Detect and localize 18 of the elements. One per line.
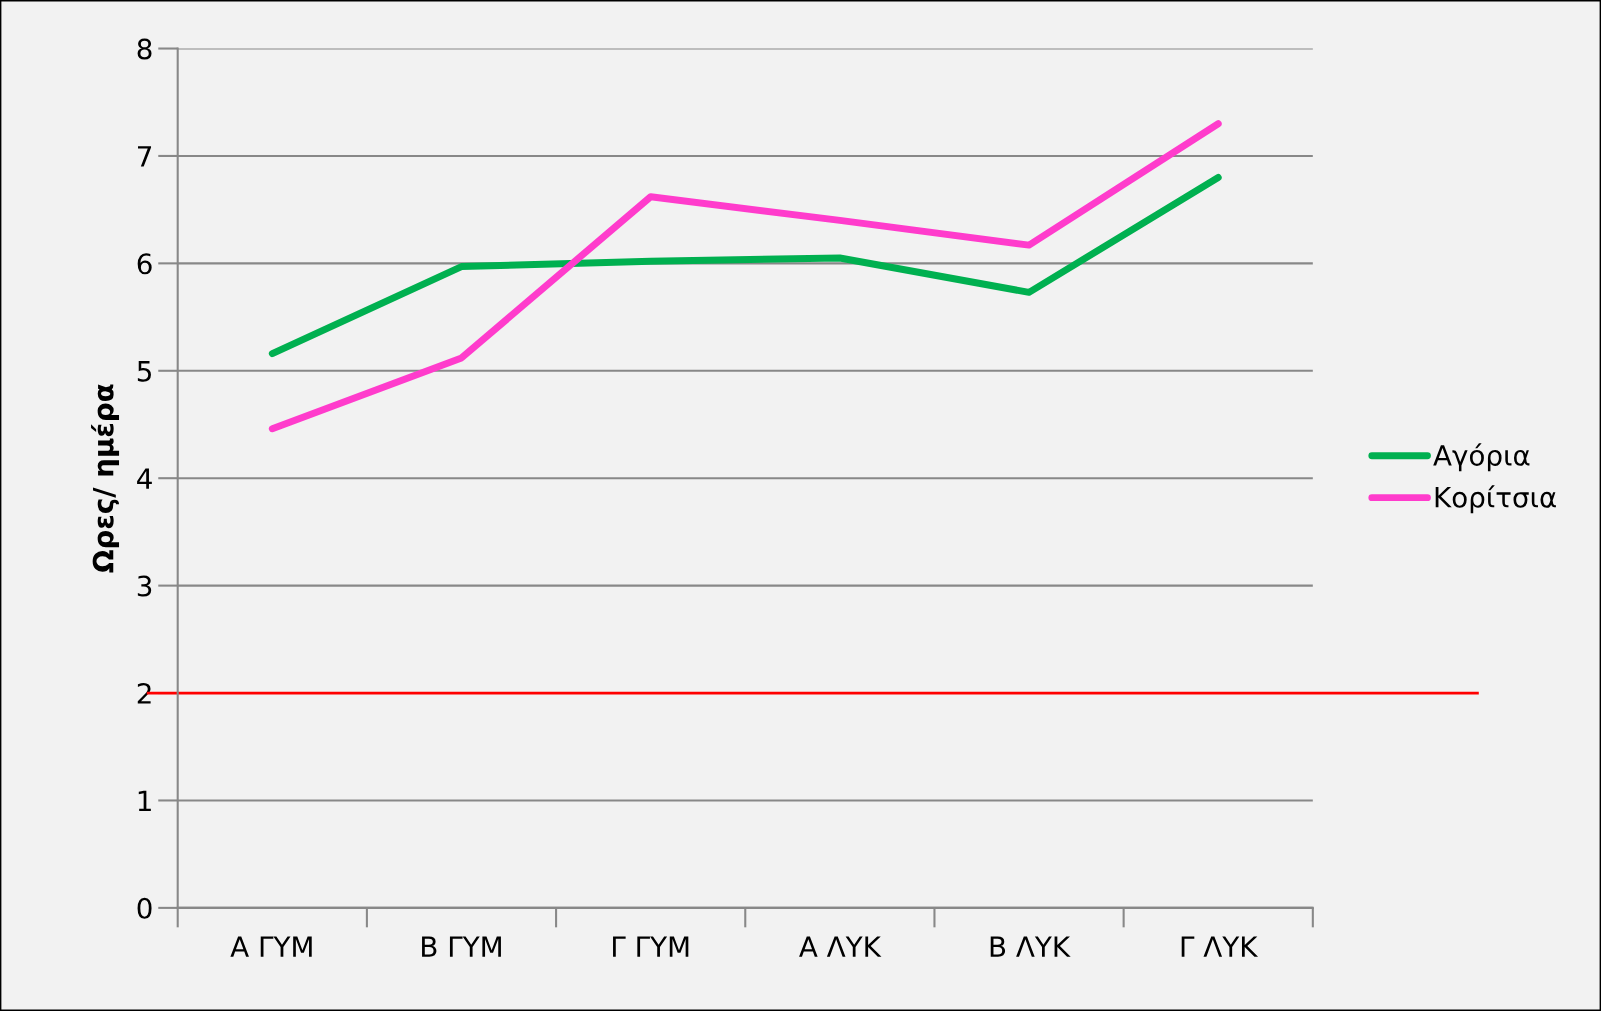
y-tick-label: 4 — [137, 468, 152, 489]
y-tick-label: 0 — [137, 897, 152, 919]
y-tick-label: 2 — [137, 682, 151, 704]
y-tick-label: 1 — [138, 790, 151, 812]
x-tick-label: Α ΓΥΜ — [230, 936, 312, 957]
y-tick-label: 7 — [138, 146, 152, 167]
x-tick-label: Γ ΛΥΚ — [1181, 936, 1259, 957]
y-tick-label: 3 — [137, 575, 152, 597]
x-tick-label: Γ ΓΥΜ — [613, 936, 689, 957]
y-tick-label: 5 — [137, 361, 151, 382]
y-tick-label: 6 — [137, 253, 152, 275]
y-tick-label: 8 — [137, 38, 152, 60]
legend-label: Κορίτσια — [1435, 485, 1556, 514]
x-tick-label: Α ΛΥΚ — [799, 936, 882, 957]
legend-label: Αγόρια — [1433, 443, 1530, 472]
y-axis-title: Ωρες/ ημέρα — [91, 384, 120, 573]
x-tick-label: Β ΓΥΜ — [422, 936, 501, 957]
x-tick-label: Β ΛΥΚ — [990, 936, 1071, 957]
